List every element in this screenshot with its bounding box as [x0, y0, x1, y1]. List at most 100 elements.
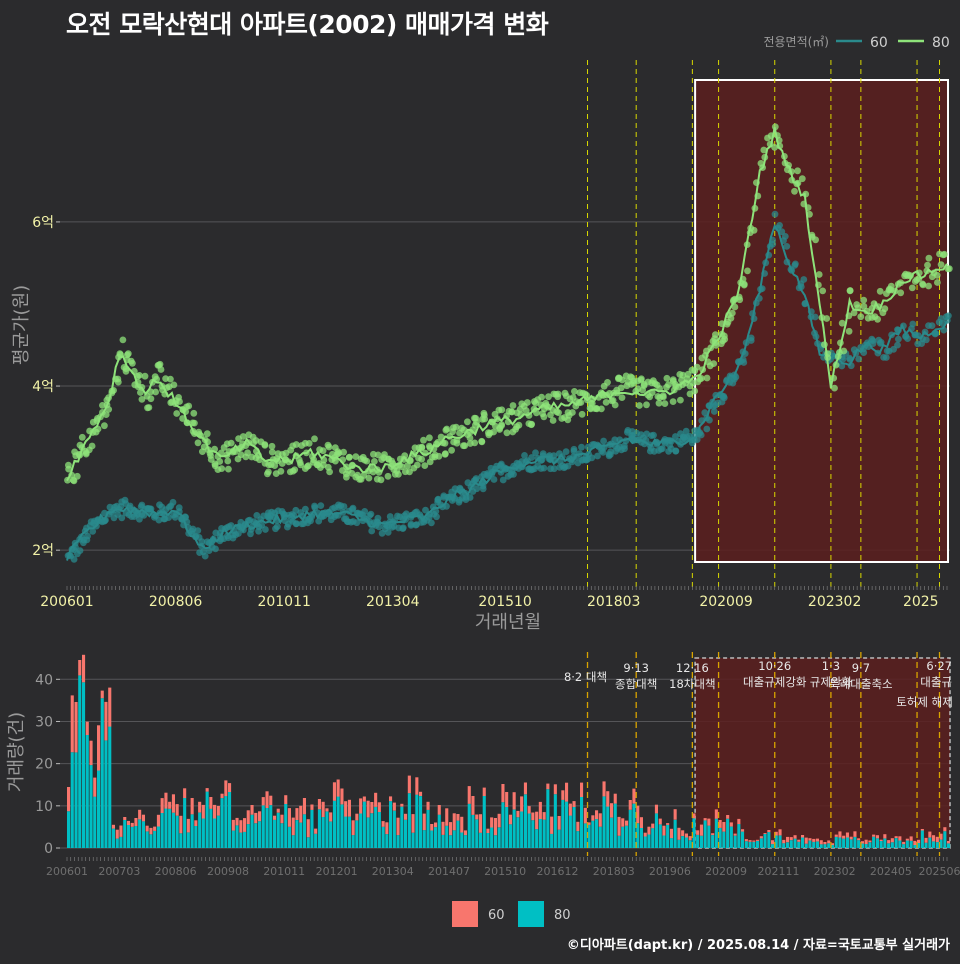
volume-bar-80 [85, 735, 89, 848]
volume-x-tick-label: 201510 [484, 865, 526, 878]
volume-bar-60 [501, 784, 505, 803]
volume-bar-80 [550, 833, 554, 848]
volume-bar-60 [610, 803, 614, 818]
price-point-80 [558, 415, 566, 422]
price-point-60 [353, 519, 361, 527]
volume-bar-60 [718, 820, 722, 828]
volume-bar-60 [164, 792, 168, 809]
price-point-80 [660, 393, 667, 401]
price-point-60 [528, 454, 535, 461]
volume-bar-80 [198, 812, 202, 848]
price-point-60 [895, 335, 902, 343]
volume-bar-60 [527, 806, 531, 814]
volume-bar-60 [415, 777, 419, 795]
price-point-80 [547, 411, 554, 419]
price-point-80 [578, 410, 586, 418]
volume-bar-60 [104, 701, 108, 741]
volume-bar-60 [505, 792, 509, 807]
price-point-60 [791, 262, 799, 269]
volume-bar-60 [377, 802, 381, 812]
volume-bar-80 [568, 815, 572, 848]
volume-bar-80 [868, 842, 872, 848]
volume-bar-60 [711, 833, 715, 835]
volume-y-axis-title: 거래량(건) [6, 712, 27, 792]
volume-bar-60 [699, 824, 703, 836]
volume-bar-80 [527, 813, 531, 848]
volume-bar-80 [613, 803, 617, 848]
price-point-80 [291, 466, 299, 474]
volume-bar-60 [205, 788, 209, 792]
volume-bar-80 [149, 834, 153, 848]
volume-bar-80 [426, 809, 430, 848]
volume-bar-60 [857, 838, 861, 841]
volume-y-tick-label: 40 [35, 672, 53, 688]
volume-bar-80 [658, 824, 662, 848]
volume-legend-swatch-80 [518, 901, 544, 927]
volume-bar-80 [310, 809, 314, 848]
volume-bar-60 [471, 796, 475, 815]
volume-bar-80 [830, 845, 834, 848]
volume-bar-60 [434, 822, 438, 828]
volume-bar-80 [602, 796, 606, 848]
price-point-80 [924, 261, 931, 269]
price-point-80 [352, 453, 360, 460]
volume-bar-80 [872, 836, 876, 848]
price-point-80 [406, 468, 413, 476]
volume-bar-60 [666, 823, 670, 825]
price-point-80 [655, 399, 663, 407]
price-point-80 [727, 314, 735, 322]
volume-bar-80 [299, 822, 303, 848]
price-point-60 [255, 527, 262, 535]
volume-bar-80 [493, 835, 497, 848]
volume-bar-80 [82, 682, 86, 848]
volume-bar-60 [767, 830, 771, 833]
price-point-80 [363, 457, 371, 465]
price-point-80 [669, 398, 677, 405]
price-point-60 [128, 513, 136, 520]
price-point-80 [571, 388, 578, 395]
price-point-80 [744, 267, 751, 275]
price-point-60 [521, 452, 528, 459]
volume-bar-80 [463, 835, 467, 848]
price-point-80 [395, 471, 402, 478]
volume-bar-80 [520, 811, 524, 848]
price-point-60 [928, 322, 936, 330]
volume-bar-60 [396, 817, 400, 836]
volume-bar-60 [598, 813, 602, 827]
price-point-80 [216, 458, 224, 465]
price-point-80 [374, 451, 382, 459]
volume-bar-60 [879, 839, 883, 841]
volume-bar-60 [613, 793, 617, 804]
price-point-80 [129, 359, 136, 367]
price-point-60 [869, 337, 877, 344]
volume-bar-80 [819, 844, 823, 848]
volume-x-tick-label: 202405 [870, 865, 912, 878]
volume-bar-80 [419, 796, 423, 848]
volume-bar-80 [853, 836, 857, 848]
volume-bar-60 [868, 840, 872, 843]
volume-bar-60 [381, 821, 385, 827]
volume-bar-80 [70, 752, 74, 848]
volume-bar-60 [939, 833, 943, 840]
volume-bar-80 [591, 820, 595, 848]
volume-bar-60 [714, 809, 718, 819]
volume-bar-80 [595, 819, 599, 848]
price-point-80 [693, 363, 701, 371]
volume-bar-80 [258, 821, 262, 848]
volume-bar-60 [321, 801, 325, 817]
volume-bar-80 [606, 806, 610, 848]
price-point-80 [925, 254, 933, 262]
volume-bar-80 [359, 813, 363, 848]
volume-bar-80 [67, 811, 71, 848]
volume-bar-80 [314, 833, 318, 848]
volume-bar-80 [752, 841, 756, 848]
volume-bar-60 [647, 826, 651, 835]
volume-bar-80 [793, 838, 797, 848]
volume-bar-60 [145, 825, 149, 832]
volume-bar-80 [625, 825, 629, 848]
price-point-60 [273, 523, 281, 530]
price-point-80 [471, 439, 479, 447]
volume-bar-60 [759, 836, 763, 839]
price-point-80 [152, 388, 160, 396]
volume-bar-80 [287, 826, 291, 848]
